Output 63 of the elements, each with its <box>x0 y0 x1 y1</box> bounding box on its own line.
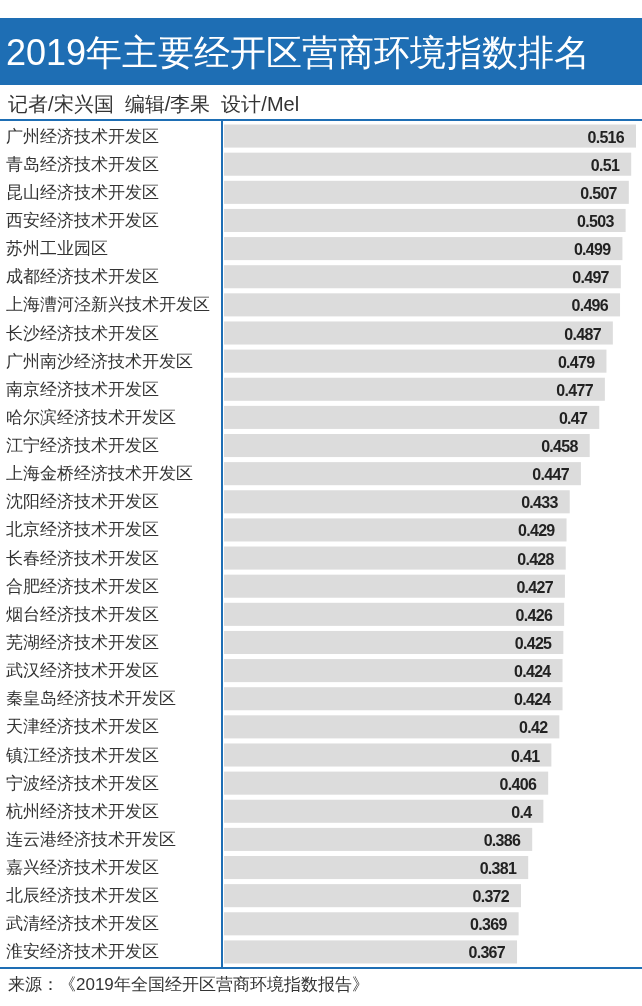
category: 秦皇岛经济技术开发区 <box>6 689 176 709</box>
category: 武汉经济技术开发区 <box>6 661 159 681</box>
value-label: 0.479 <box>557 353 595 371</box>
value-label: 0.429 <box>518 522 555 540</box>
value-label: 0.427 <box>516 578 553 596</box>
category: 杭州经济技术开发区 <box>6 801 159 821</box>
value-label: 0.424 <box>514 691 551 709</box>
value-label: 0.477 <box>556 381 593 399</box>
value-label: 0.51 <box>590 156 620 174</box>
category: 昆山经济技术开发区 <box>6 182 159 202</box>
value-label: 0.386 <box>483 831 521 849</box>
category: 嘉兴经济技术开发区 <box>6 858 159 878</box>
category: 苏州工业园区 <box>6 239 108 259</box>
category: 青岛经济技术开发区 <box>6 154 159 174</box>
category: 宁波经济技术开发区 <box>6 773 159 793</box>
value-label: 0.487 <box>564 325 601 343</box>
category: 连云港经济技术开发区 <box>6 829 176 849</box>
annotation: 来源：《2019年全国经开区营商环境指数报告》 <box>8 975 369 994</box>
value-label: 0.503 <box>577 212 614 230</box>
value-label: 0.428 <box>517 550 554 568</box>
category: 淮安经济技术开发区 <box>6 942 159 962</box>
category: 南京经济技术开发区 <box>6 379 159 399</box>
value-label: 0.42 <box>519 719 548 737</box>
value-label: 0.4 <box>511 803 532 821</box>
value-label: 0.47 <box>558 409 588 427</box>
value-label: 0.507 <box>580 184 617 202</box>
category: 江宁经济技术开发区 <box>6 436 159 456</box>
value-label: 0.372 <box>472 888 509 906</box>
value-label: 0.497 <box>572 269 609 287</box>
value-label: 0.406 <box>499 775 537 793</box>
value-label: 0.458 <box>541 438 578 456</box>
category: 天津经济技术开发区 <box>6 717 159 737</box>
value-label: 0.447 <box>532 466 569 484</box>
value-label: 0.424 <box>514 663 551 681</box>
value-label: 0.496 <box>571 297 609 315</box>
value-label: 0.433 <box>521 494 558 512</box>
category: 上海漕河泾新兴技术开发区 <box>6 295 210 315</box>
category: 成都经济技术开发区 <box>6 267 159 287</box>
category: 广州南沙经济技术开发区 <box>6 351 193 371</box>
category: 西安经济技术开发区 <box>6 210 159 230</box>
title: 2019年主要经开区营商环境指数排名 <box>6 32 591 73</box>
value-label: 0.499 <box>573 241 611 259</box>
category: 上海金桥经济技术开发区 <box>6 464 193 484</box>
subtitle: 记者/宋兴国 编辑/李果 设计/Mel <box>8 93 300 115</box>
value-label: 0.516 <box>587 128 624 146</box>
category: 沈阳经济技术开发区 <box>6 492 159 512</box>
value-label: 0.381 <box>479 860 517 878</box>
value-label: 0.425 <box>514 634 552 652</box>
value-label: 0.426 <box>515 606 553 624</box>
category: 武清经济技术开发区 <box>6 914 159 934</box>
category: 合肥经济技术开发区 <box>6 576 159 596</box>
category: 广州经济技术开发区 <box>6 126 159 146</box>
category: 北辰经济技术开发区 <box>6 886 159 906</box>
category: 芜湖经济技术开发区 <box>6 632 159 652</box>
value-label: 0.367 <box>468 944 506 962</box>
category: 长春经济技术开发区 <box>6 548 159 568</box>
category: 北京经济技术开发区 <box>6 520 159 540</box>
category: 镇江经济技术开发区 <box>6 745 159 765</box>
value-label: 0.41 <box>511 747 540 765</box>
category: 烟台经济技术开发区 <box>6 604 159 624</box>
category: 哈尔滨经济技术开发区 <box>6 407 176 427</box>
value-label: 0.369 <box>470 916 507 934</box>
category: 长沙经济技术开发区 <box>6 323 159 343</box>
